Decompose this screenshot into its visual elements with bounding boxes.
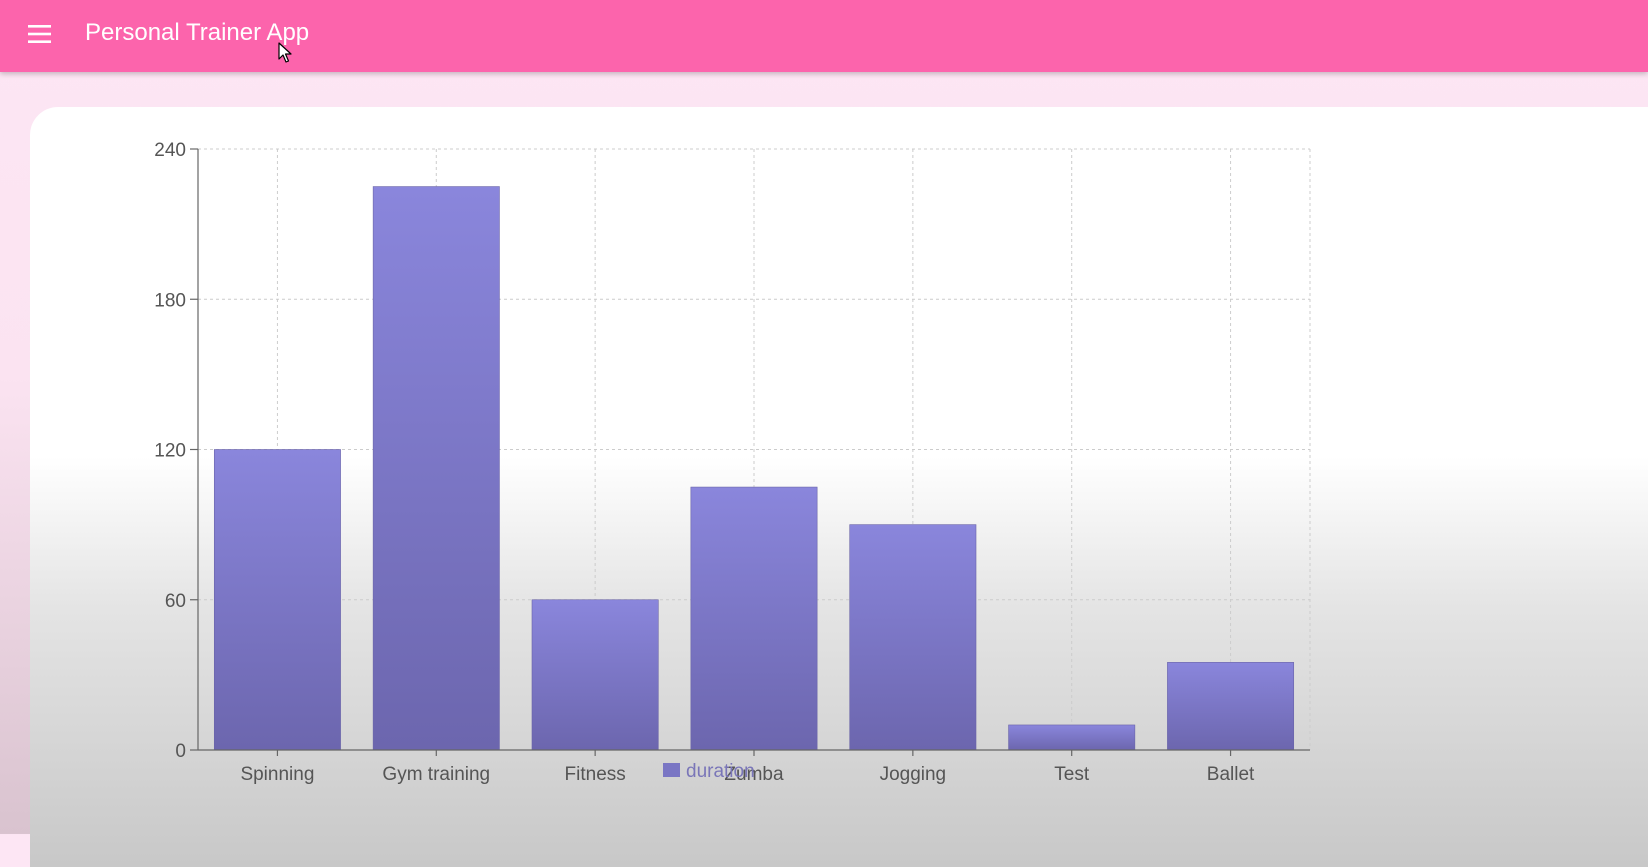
x-tick-label: Ballet bbox=[1207, 764, 1255, 785]
app-title: Personal Trainer App bbox=[85, 19, 310, 46]
chart-tick-labels: 0 60 120 180 240 Spinning Gym training Fitness Z… bbox=[154, 140, 1255, 785]
mouse-cursor-icon bbox=[278, 42, 292, 63]
chart-axes bbox=[190, 148, 1310, 756]
chart-legend[interactable]: duration bbox=[663, 761, 755, 782]
bar-test[interactable] bbox=[1008, 724, 1136, 751]
y-tick-label: 240 bbox=[154, 140, 186, 161]
app-bar: Personal Trainer App bbox=[0, 0, 1648, 72]
y-tick-label: 180 bbox=[154, 290, 186, 311]
duration-bar-chart: 0 60 120 180 240 Spinning Gym training Fitness Z… bbox=[154, 140, 1311, 785]
x-tick-label: Test bbox=[1054, 764, 1090, 785]
y-tick-label: 60 bbox=[165, 591, 186, 612]
hamburger-menu-icon bbox=[28, 25, 51, 43]
bar-zumba[interactable] bbox=[690, 486, 818, 751]
x-tick-label: Spinning bbox=[240, 764, 314, 785]
y-tick-label: 120 bbox=[154, 441, 186, 462]
menu-button[interactable] bbox=[20, 14, 60, 54]
legend-label: duration bbox=[686, 761, 755, 782]
legend-swatch bbox=[663, 763, 680, 777]
bar-jogging[interactable] bbox=[849, 524, 977, 751]
chart-bars bbox=[213, 186, 1295, 751]
bar-gym-training[interactable] bbox=[372, 186, 500, 751]
x-tick-label: Gym training bbox=[382, 764, 490, 785]
x-tick-label: Zumba bbox=[724, 764, 784, 785]
bar-spinning[interactable] bbox=[213, 449, 341, 751]
x-tick-label: Fitness bbox=[565, 764, 626, 785]
y-tick-label: 0 bbox=[175, 741, 186, 762]
chart-card: 0 60 120 180 240 Spinning Gym training Fitness Z… bbox=[30, 107, 1648, 867]
bar-fitness[interactable] bbox=[531, 599, 659, 751]
bar-ballet[interactable] bbox=[1167, 662, 1295, 751]
x-tick-label: Jogging bbox=[880, 764, 947, 785]
